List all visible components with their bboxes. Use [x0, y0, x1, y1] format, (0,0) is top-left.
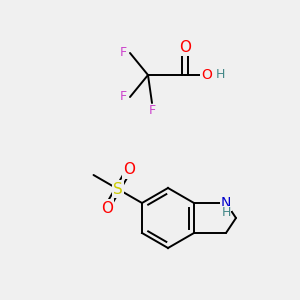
Text: F: F	[119, 46, 127, 59]
Text: H: H	[215, 68, 225, 82]
Text: O: O	[179, 40, 191, 55]
Text: F: F	[119, 91, 127, 103]
Text: S: S	[113, 182, 123, 196]
Text: O: O	[202, 68, 212, 82]
Text: O: O	[123, 162, 135, 177]
Text: H: H	[221, 206, 231, 220]
Text: O: O	[101, 201, 113, 216]
Text: N: N	[221, 196, 231, 210]
Text: F: F	[148, 104, 156, 118]
